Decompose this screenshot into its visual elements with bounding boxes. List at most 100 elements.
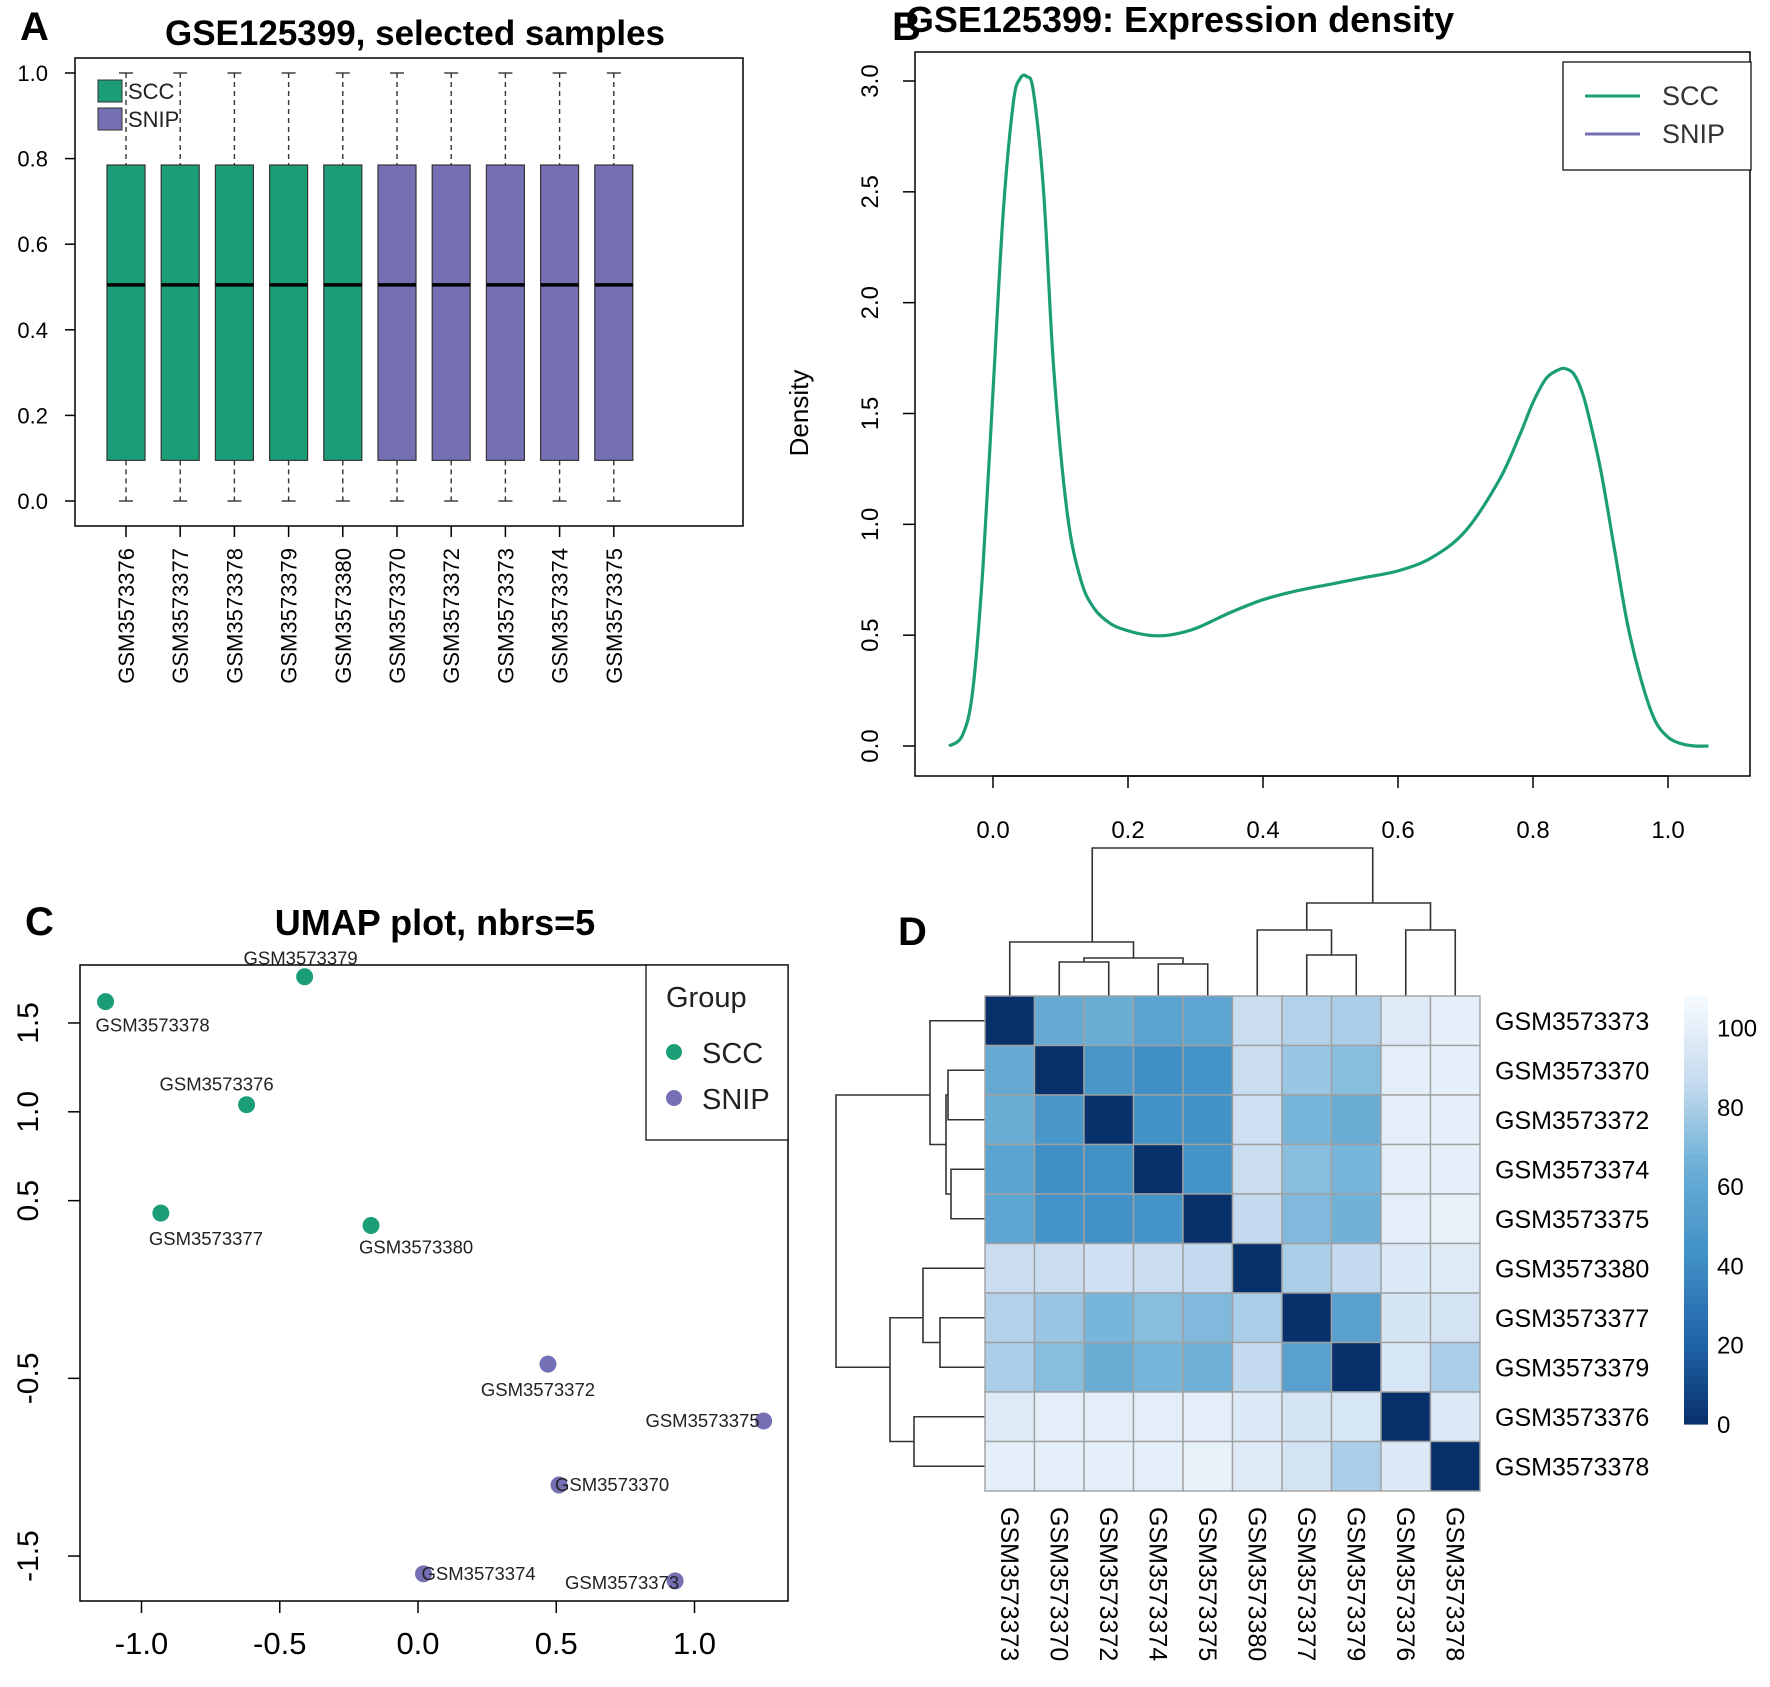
panel-a-plot-frame (74, 57, 744, 527)
row-label: GSM3573376 (1495, 1404, 1649, 1432)
column-dendrogram-branch (1256, 929, 1333, 996)
colorbar-step (1684, 1075, 1708, 1084)
heatmap-cell (1429, 1193, 1481, 1245)
density-line-scc (948, 73, 1709, 748)
colorbar-step (1684, 1305, 1708, 1314)
point-GSM3573372 (539, 1355, 557, 1373)
legend-label-scc: SCC (702, 1038, 763, 1070)
heatmap-cell (1033, 1391, 1085, 1443)
heatmap-cell (1182, 1440, 1234, 1492)
heatmap-cell (1231, 1292, 1283, 1344)
panel-letter-b: B (892, 5, 921, 49)
colorbar-step (1684, 1178, 1708, 1187)
row-dendrogram-branch (922, 1267, 985, 1344)
heatmap-cell (1231, 1044, 1283, 1096)
heatmap-cell (1429, 1242, 1481, 1294)
colorbar-step (1684, 1376, 1708, 1385)
heatmap-cell (1083, 1391, 1135, 1443)
x-tick-label: 1.0 (673, 1626, 716, 1661)
box (377, 164, 417, 461)
y-tick-label: 2.5 (857, 175, 884, 208)
heatmap-cell (1281, 1044, 1333, 1096)
panel-letter-d: D (898, 910, 927, 954)
colorbar-step (1684, 1194, 1708, 1203)
column-label: GSM3573375 (1193, 1507, 1221, 1661)
row-label: GSM3573377 (1495, 1305, 1649, 1333)
panel-a-y-axis: 0.0 0.2 0.4 0.6 0.8 1.0 (17, 61, 75, 514)
heatmap-cell (1182, 1391, 1234, 1443)
column-dendrogram-branch (1058, 961, 1110, 996)
row-dendrogram-branch (950, 1168, 985, 1220)
colorbar-step (1684, 1368, 1708, 1378)
y-tick-label: 0.5 (12, 1180, 45, 1222)
y-tick-label: 0.0 (17, 489, 48, 514)
point-GSM3573378 (97, 993, 115, 1011)
x-tick-label: 0.0 (396, 1626, 439, 1661)
heatmap-cell (1182, 995, 1234, 1047)
colorbar-step (1684, 1313, 1708, 1322)
heatmap-cell (1083, 1143, 1135, 1195)
y-tick-label: 0.8 (17, 147, 48, 172)
heatmap-cell (1231, 1193, 1283, 1245)
heatmap-cell (1132, 1341, 1184, 1393)
colorbar-step (1684, 1392, 1708, 1401)
colorbar-step (1684, 1336, 1708, 1346)
heatmap-cell (1182, 1143, 1234, 1195)
colorbar-tick-label: 80 (1717, 1095, 1744, 1122)
column-label: GSM3573370 (1044, 1507, 1072, 1661)
heatmap-cell (1182, 1341, 1234, 1393)
heatmap-cell (1330, 1242, 1382, 1294)
colorbar-step (1684, 1416, 1708, 1425)
colorbar-step (1684, 1067, 1708, 1076)
colorbar-step (1684, 1202, 1708, 1211)
heatmap-cell (1132, 1440, 1184, 1492)
y-tick-label: -1.5 (12, 1530, 45, 1582)
y-tick-label: 1.0 (17, 61, 48, 86)
colorbar-step (1684, 1289, 1708, 1298)
colorbar-step (1684, 1106, 1708, 1116)
colorbar-step (1684, 1043, 1708, 1053)
legend-label-snip: SNIP (128, 107, 179, 132)
heatmap-cell (1330, 1440, 1382, 1492)
heatmap-cell (1429, 1391, 1481, 1443)
row-dendrogram-branch (889, 1316, 923, 1443)
panel-d: D GSM3573373GSM3573373GSM3573370GSM35733… (835, 847, 1757, 1661)
row-label: GSM3573378 (1495, 1453, 1649, 1481)
colorbar-tick-label: 60 (1717, 1174, 1744, 1201)
panel-b-lines (948, 73, 1709, 748)
heatmap-cell (1429, 1341, 1481, 1393)
x-tick-label: GSM3573374 (548, 548, 573, 684)
column-dendrogram-branch (1091, 847, 1374, 942)
y-tick-label: 1.5 (857, 397, 884, 430)
x-tick-label: 0.4 (1246, 817, 1279, 844)
row-dendrogram-branch (835, 1094, 930, 1369)
x-tick-label: GSM3573379 (277, 548, 302, 684)
heatmap-cell (1132, 1292, 1184, 1344)
heatmap-cell (1033, 1143, 1085, 1195)
colorbar-step (1684, 1170, 1708, 1179)
heatmap-cell (1182, 1044, 1234, 1096)
heatmap-cell (1132, 995, 1184, 1047)
panel-c: C UMAP plot, nbrs=5 -1.0 -0.5 0.0 0.5 1.0-1.… (12, 900, 789, 1661)
boxplot-GSM3573380 (323, 72, 363, 502)
box (323, 164, 363, 461)
row-dendrogram-branch (947, 1069, 985, 1121)
heatmap-cell (1231, 1341, 1283, 1393)
heatmap-cell (1380, 1341, 1432, 1393)
heatmap-cell (984, 1094, 1036, 1146)
column-dendrogram-branch (1404, 929, 1457, 996)
heatmap-cell (984, 1242, 1036, 1294)
heatmap-cell (1033, 1440, 1085, 1492)
heatmap-cell (1132, 1242, 1184, 1294)
heatmap-cell (1281, 995, 1333, 1047)
heatmap-cell (1330, 995, 1382, 1047)
column-label: GSM3573379 (1341, 1507, 1369, 1661)
heatmap-cell (1429, 1143, 1481, 1195)
colorbar-step (1684, 1233, 1708, 1243)
colorbar-step (1684, 1384, 1708, 1393)
colorbar-step (1684, 1146, 1708, 1156)
heatmap-cell (1182, 1292, 1234, 1344)
legend-marker-snip (666, 1090, 682, 1106)
x-tick-label: 0.6 (1381, 817, 1414, 844)
colorbar-step (1684, 1225, 1708, 1235)
